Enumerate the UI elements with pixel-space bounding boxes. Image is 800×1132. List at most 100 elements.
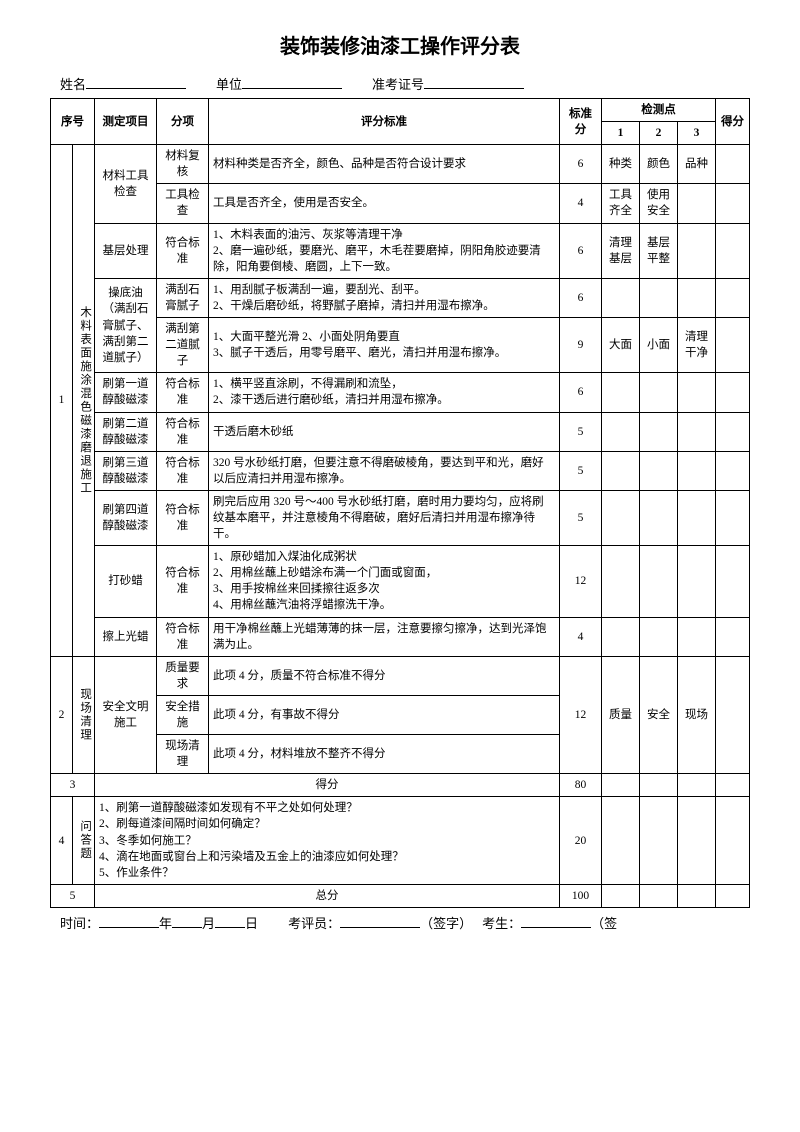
th-measure: 测定项目 bbox=[95, 99, 157, 145]
c1: 工具齐全 bbox=[602, 184, 640, 223]
qa-text: 1、刷第一道醇酸磁漆如发现有不平之处如何处理？ 2、刷每道漆间隔时间如何确定？ … bbox=[95, 797, 560, 884]
final[interactable] bbox=[716, 490, 750, 545]
c1: 清理基层 bbox=[602, 223, 640, 278]
th-cp2: 2 bbox=[640, 122, 678, 145]
sub: 符合标准 bbox=[157, 546, 209, 617]
table-row: 1 木料表面施涂混色磁漆磨退施工 材料工具检查 材料复核 材料种类是否齐全，颜色… bbox=[51, 145, 750, 184]
final[interactable] bbox=[716, 373, 750, 412]
final[interactable] bbox=[716, 617, 750, 656]
qa-row: 4 问答题 1、刷第一道醇酸磁漆如发现有不平之处如何处理？ 2、刷每道漆间隔时间… bbox=[51, 797, 750, 884]
final[interactable] bbox=[716, 451, 750, 490]
c2: 使用安全 bbox=[640, 184, 678, 223]
measure: 基层处理 bbox=[95, 223, 157, 278]
th-checkpoints: 检测点 bbox=[602, 99, 716, 122]
seq-3: 3 bbox=[51, 774, 95, 797]
student-label: 考生： bbox=[482, 913, 521, 932]
seq-5: 5 bbox=[51, 884, 95, 907]
final[interactable] bbox=[716, 278, 750, 317]
sub: 符合标准 bbox=[157, 451, 209, 490]
final[interactable] bbox=[716, 797, 750, 884]
criteria: 此项 4 分，质量不符合标准不得分 bbox=[209, 656, 560, 695]
total-row: 5 总分 100 bbox=[51, 884, 750, 907]
final[interactable] bbox=[716, 184, 750, 223]
c2: 安全 bbox=[640, 656, 678, 774]
table-row: 擦上光蜡 符合标准 用干净棉丝蘸上光蜡薄薄的抹一层，注意要擦匀擦净，达到光泽饱满… bbox=[51, 617, 750, 656]
score: 6 bbox=[560, 145, 602, 184]
c2 bbox=[640, 278, 678, 317]
time-label: 时间： bbox=[60, 913, 99, 932]
criteria: 此项 4 分，材料堆放不整齐不得分 bbox=[209, 735, 560, 774]
day-input[interactable] bbox=[215, 914, 245, 928]
criteria: 1、用刮腻子板满刮一遍，要刮光、刮平。 2、干燥后磨砂纸，将野腻子磨掉，清扫并用… bbox=[209, 278, 560, 317]
th-cp1: 1 bbox=[602, 122, 640, 145]
table-row: 刷第二道醇酸磁漆 符合标准 干透后磨木砂纸 5 bbox=[51, 412, 750, 451]
table-row: 2 现场清理 安全文明施工 质量要求 此项 4 分，质量不符合标准不得分 12 … bbox=[51, 656, 750, 695]
final[interactable] bbox=[716, 412, 750, 451]
seq-1: 1 bbox=[51, 145, 73, 657]
measure: 擦上光蜡 bbox=[95, 617, 157, 656]
year-input[interactable] bbox=[99, 914, 159, 928]
c1: 种类 bbox=[602, 145, 640, 184]
table-row: 刷第三道醇酸磁漆 符合标准 320 号水砂纸打磨，但要注意不得磨破棱角，要达到平… bbox=[51, 451, 750, 490]
seq-4: 4 bbox=[51, 797, 73, 884]
sub: 材料复核 bbox=[157, 145, 209, 184]
score: 5 bbox=[560, 451, 602, 490]
th-score: 得分 bbox=[716, 99, 750, 145]
th-cp3: 3 bbox=[678, 122, 716, 145]
sign-label: （签字） bbox=[420, 913, 472, 932]
c2: 颜色 bbox=[640, 145, 678, 184]
final[interactable] bbox=[716, 223, 750, 278]
score: 4 bbox=[560, 617, 602, 656]
seq-2: 2 bbox=[51, 656, 73, 774]
sub: 符合标准 bbox=[157, 412, 209, 451]
score: 9 bbox=[560, 318, 602, 373]
th-criteria: 评分标准 bbox=[209, 99, 560, 145]
final[interactable] bbox=[716, 145, 750, 184]
measure: 操底油（满刮石膏腻子、满刮第二道腻子） bbox=[95, 278, 157, 372]
final[interactable] bbox=[716, 774, 750, 797]
name-input[interactable] bbox=[86, 75, 186, 89]
c3: 品种 bbox=[678, 145, 716, 184]
score: 12 bbox=[560, 656, 602, 774]
c3: 清理干净 bbox=[678, 318, 716, 373]
total-score: 100 bbox=[560, 884, 602, 907]
sub: 现场清理 bbox=[157, 735, 209, 774]
score-table: 序号 测定项目 分项 评分标准 标准分 检测点 得分 1 2 3 1 木料表面施… bbox=[50, 98, 750, 908]
final[interactable] bbox=[716, 884, 750, 907]
unit-input[interactable] bbox=[242, 75, 342, 89]
final[interactable] bbox=[716, 318, 750, 373]
final[interactable] bbox=[716, 546, 750, 617]
cat-2: 现场清理 bbox=[73, 656, 95, 774]
cat-1: 木料表面施涂混色磁漆磨退施工 bbox=[73, 145, 95, 657]
score: 6 bbox=[560, 278, 602, 317]
c1 bbox=[602, 278, 640, 317]
name-label: 姓名 bbox=[60, 74, 86, 93]
criteria: 此项 4 分，有事故不得分 bbox=[209, 695, 560, 734]
subtotal-score: 80 bbox=[560, 774, 602, 797]
criteria: 320 号水砂纸打磨，但要注意不得磨破棱角，要达到平和光，磨好以后应清扫并用湿布… bbox=[209, 451, 560, 490]
c3: 现场 bbox=[678, 656, 716, 774]
month-input[interactable] bbox=[172, 914, 202, 928]
criteria: 干透后磨木砂纸 bbox=[209, 412, 560, 451]
final[interactable] bbox=[716, 656, 750, 774]
sub: 安全措施 bbox=[157, 695, 209, 734]
table-row: 操底油（满刮石膏腻子、满刮第二道腻子） 满刮石膏腻子 1、用刮腻子板满刮一遍，要… bbox=[51, 278, 750, 317]
sub: 工具检查 bbox=[157, 184, 209, 223]
criteria: 工具是否齐全，使用是否安全。 bbox=[209, 184, 560, 223]
sub: 符合标准 bbox=[157, 223, 209, 278]
c3 bbox=[678, 223, 716, 278]
examiner-label: 考评员： bbox=[288, 913, 340, 932]
th-sub: 分项 bbox=[157, 99, 209, 145]
table-row: 基层处理 符合标准 1、木料表面的油污、灰浆等清理干净 2、磨一遍砂纸，要磨光、… bbox=[51, 223, 750, 278]
measure: 刷第三道醇酸磁漆 bbox=[95, 451, 157, 490]
month-label: 月 bbox=[202, 913, 215, 932]
student-input[interactable] bbox=[521, 914, 591, 928]
examiner-input[interactable] bbox=[340, 914, 420, 928]
sub: 满刮石膏腻子 bbox=[157, 278, 209, 317]
exam-input[interactable] bbox=[424, 75, 524, 89]
criteria: 用干净棉丝蘸上光蜡薄薄的抹一层，注意要擦匀擦净，达到光泽饱满为止。 bbox=[209, 617, 560, 656]
score: 4 bbox=[560, 184, 602, 223]
measure: 材料工具检查 bbox=[95, 145, 157, 223]
c2: 基层平整 bbox=[640, 223, 678, 278]
sub: 满刮第二道腻子 bbox=[157, 318, 209, 373]
